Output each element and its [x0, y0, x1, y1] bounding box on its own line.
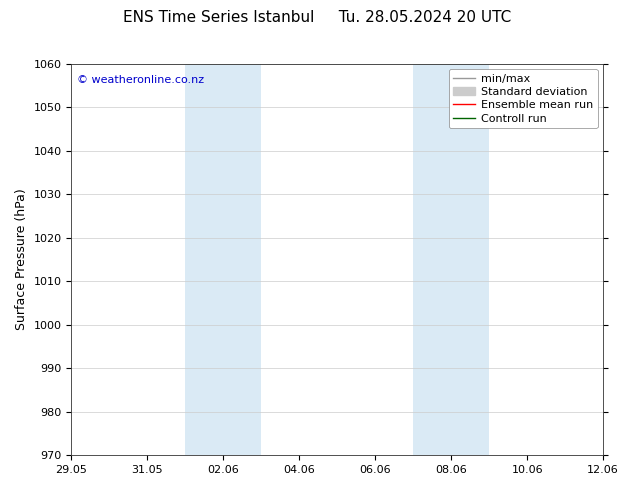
Text: © weatheronline.co.nz: © weatheronline.co.nz: [77, 75, 204, 85]
Bar: [185, 64, 261, 455]
Y-axis label: Surface Pressure (hPa): Surface Pressure (hPa): [15, 189, 28, 330]
Bar: [413, 64, 489, 455]
Text: ENS Time Series Istanbul     Tu. 28.05.2024 20 UTC: ENS Time Series Istanbul Tu. 28.05.2024 …: [123, 10, 511, 25]
Legend: min/max, Standard deviation, Ensemble mean run, Controll run: min/max, Standard deviation, Ensemble me…: [449, 69, 598, 128]
